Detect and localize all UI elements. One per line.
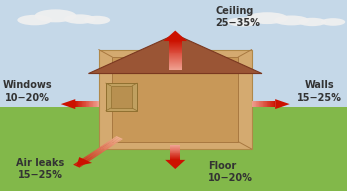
Text: Windows
10−20%: Windows 10−20%: [3, 80, 53, 103]
Bar: [0, 107, 347, 191]
Polygon shape: [115, 136, 123, 140]
Polygon shape: [88, 34, 262, 74]
Polygon shape: [75, 163, 83, 167]
Bar: [112, 57, 238, 142]
Polygon shape: [73, 164, 81, 168]
Bar: [111, 86, 132, 108]
Ellipse shape: [246, 12, 288, 24]
Bar: [0, 0, 347, 107]
Polygon shape: [112, 138, 120, 142]
Bar: [99, 50, 252, 149]
Text: Ceiling
25−35%: Ceiling 25−35%: [215, 6, 260, 28]
Polygon shape: [103, 144, 111, 148]
Polygon shape: [101, 146, 109, 150]
Ellipse shape: [321, 18, 345, 26]
Ellipse shape: [298, 18, 326, 26]
Polygon shape: [163, 31, 187, 41]
Polygon shape: [96, 148, 104, 152]
Polygon shape: [89, 153, 97, 157]
Polygon shape: [113, 137, 121, 141]
Polygon shape: [99, 146, 107, 151]
Polygon shape: [86, 155, 94, 159]
Polygon shape: [79, 160, 87, 164]
Polygon shape: [95, 149, 103, 153]
Polygon shape: [105, 143, 113, 147]
Polygon shape: [92, 151, 100, 155]
Polygon shape: [61, 99, 75, 109]
Ellipse shape: [84, 16, 110, 24]
Ellipse shape: [17, 15, 52, 25]
Ellipse shape: [35, 9, 76, 22]
Ellipse shape: [274, 15, 309, 25]
Polygon shape: [275, 99, 290, 109]
Text: Air leaks
15−25%: Air leaks 15−25%: [16, 158, 64, 180]
Polygon shape: [91, 152, 98, 156]
Polygon shape: [98, 147, 105, 151]
Polygon shape: [83, 157, 91, 161]
Polygon shape: [87, 154, 95, 158]
Polygon shape: [93, 150, 101, 154]
Polygon shape: [109, 140, 117, 144]
Polygon shape: [165, 160, 185, 169]
Polygon shape: [107, 142, 114, 146]
Polygon shape: [85, 156, 93, 160]
Ellipse shape: [64, 14, 95, 24]
Bar: [106, 83, 137, 111]
Ellipse shape: [227, 17, 259, 27]
Polygon shape: [102, 145, 110, 149]
Polygon shape: [108, 141, 116, 145]
Text: Walls
15−25%: Walls 15−25%: [297, 80, 342, 103]
Polygon shape: [81, 159, 88, 163]
Text: Floor
10−20%: Floor 10−20%: [208, 161, 253, 183]
Polygon shape: [82, 158, 90, 162]
Polygon shape: [77, 161, 85, 165]
Polygon shape: [76, 157, 92, 166]
Polygon shape: [111, 139, 119, 143]
Polygon shape: [76, 162, 84, 166]
